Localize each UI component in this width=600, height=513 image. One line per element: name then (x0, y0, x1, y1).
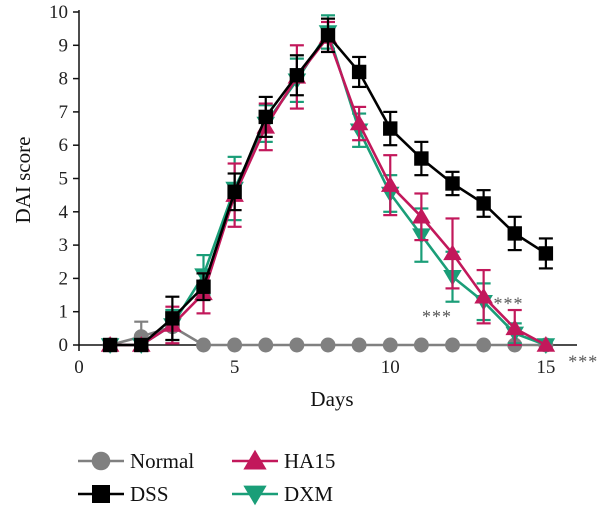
data-point (350, 115, 369, 131)
significance-marker: *** (494, 293, 524, 313)
series-ha15 (101, 22, 555, 352)
y-tick-label: 3 (59, 235, 69, 256)
data-point (476, 196, 490, 210)
x-axis-title: Days (310, 387, 353, 411)
legend: Normal DSS HA15 DXM (78, 449, 335, 506)
y-tick-label: 2 (59, 268, 69, 289)
axes: 0 1 2 3 4 5 6 7 8 9 10 0 5 10 15 (49, 2, 577, 378)
legend-item-ha15: HA15 (232, 449, 335, 473)
data-point (445, 176, 459, 190)
data-point (352, 338, 367, 353)
y-tick-label: 8 (59, 69, 69, 90)
x-tick-label: 5 (230, 357, 240, 378)
y-tick-label: 10 (49, 2, 68, 23)
x-tick-label: 15 (536, 357, 555, 378)
data-point (103, 338, 117, 352)
data-point (539, 246, 553, 260)
legend-marker (243, 450, 266, 470)
data-point (289, 338, 304, 353)
legend-label: HA15 (284, 449, 335, 473)
data-point (445, 338, 460, 353)
legend-label: Normal (130, 449, 194, 473)
legend-label: DXM (284, 482, 333, 506)
data-point (259, 110, 273, 124)
legend-item-dxm: DXM (232, 482, 333, 506)
y-tick-label: 4 (59, 202, 69, 223)
data-point (290, 68, 304, 82)
legend-marker (92, 452, 111, 471)
legend-marker (243, 486, 266, 506)
y-axis-title: DAI score (11, 137, 35, 224)
data-point (321, 28, 335, 42)
y-tick-label: 5 (59, 169, 69, 190)
significance-marker: *** (568, 352, 598, 372)
data-point (383, 338, 398, 353)
y-tick-label: 7 (59, 102, 69, 123)
data-point (227, 185, 241, 199)
data-point (196, 338, 211, 353)
legend-item-dss: DSS (78, 482, 169, 506)
data-point (508, 226, 522, 240)
data-point (414, 338, 429, 353)
legend-item-normal: Normal (78, 449, 194, 473)
dai-score-line-chart: 0 1 2 3 4 5 6 7 8 9 10 0 5 10 15 DAI score Days *** **… (0, 0, 600, 513)
data-point (134, 338, 148, 352)
data-point (165, 311, 179, 325)
data-point (414, 151, 428, 165)
y-axis-ticks: 0 1 2 3 4 5 6 7 8 9 10 (49, 2, 79, 356)
y-tick-label: 9 (59, 35, 69, 56)
data-point (258, 338, 273, 353)
y-tick-label: 6 (59, 135, 69, 156)
significance-marker: *** (422, 307, 452, 327)
series (101, 15, 555, 354)
data-point (196, 280, 210, 294)
data-point (227, 338, 242, 353)
legend-marker (92, 485, 110, 503)
data-point (383, 121, 397, 135)
x-tick-label: 0 (74, 357, 84, 378)
data-point (476, 338, 491, 353)
legend-label: DSS (130, 482, 169, 506)
x-tick-label: 10 (381, 357, 400, 378)
y-tick-label: 0 (59, 335, 69, 356)
y-tick-label: 1 (59, 302, 69, 323)
data-point (352, 65, 366, 79)
data-point (321, 338, 336, 353)
